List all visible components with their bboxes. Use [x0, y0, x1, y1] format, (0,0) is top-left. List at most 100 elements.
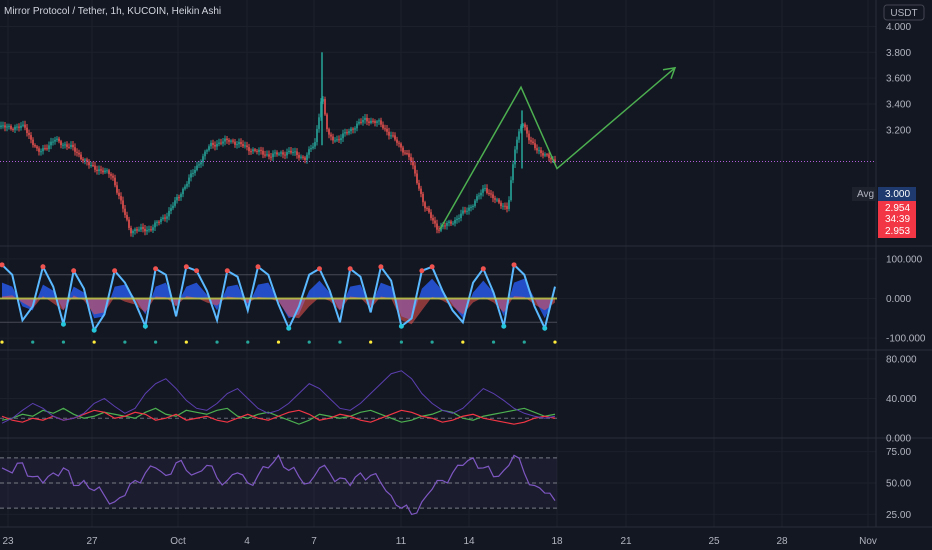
candle-body: [154, 222, 156, 228]
currency-badge[interactable]: [883, 4, 925, 21]
candle-body: [312, 146, 314, 149]
candle-body: [334, 140, 336, 142]
candle-body: [488, 192, 490, 194]
candle-body: [18, 126, 20, 128]
candle-body: [544, 154, 546, 156]
candle-body: [458, 218, 460, 220]
candle-body: [378, 120, 380, 122]
candle-body: [136, 229, 138, 231]
avg-label-box: [852, 187, 876, 201]
time-tick-label: 18: [551, 536, 563, 547]
candle-body: [14, 126, 16, 130]
candle-body: [30, 135, 32, 140]
candle-body: [392, 135, 394, 137]
candle-body: [138, 229, 140, 231]
candle-body: [152, 227, 154, 231]
candle-body: [528, 133, 530, 141]
time-axis[interactable]: 23 27 Oct 4 7 11 14 18 21 25 28 Nov: [2, 536, 876, 547]
price-tick-label: 100.000: [886, 254, 923, 265]
candle-body: [326, 114, 328, 130]
candle-body: [48, 145, 50, 150]
candle-body: [436, 223, 438, 230]
cross-dot: [142, 323, 148, 329]
candle-body: [276, 152, 278, 155]
candle-body: [524, 124, 526, 128]
candle-body: [220, 142, 222, 144]
candle-body: [114, 177, 116, 186]
candle-body: [52, 141, 54, 143]
candle-body: [278, 153, 280, 155]
rsi-line: [1, 454, 556, 516]
candle-body: [402, 147, 404, 153]
candle-body: [344, 132, 346, 134]
candle-body: [120, 196, 122, 201]
candle-body: [80, 154, 82, 160]
candle-body: [450, 221, 452, 224]
candle-body: [122, 200, 124, 209]
candle-body: [44, 148, 46, 150]
cross-dot: [112, 268, 118, 274]
candle-body: [466, 210, 468, 212]
candle-body: [290, 150, 292, 153]
candle-body: [530, 140, 532, 142]
candle-body: [398, 142, 400, 144]
candle-body: [242, 144, 244, 147]
candle-body: [118, 192, 120, 197]
cross-dot: [419, 268, 425, 274]
candle-body: [546, 154, 548, 156]
money-flow-area: [2, 295, 555, 325]
candle-body: [422, 193, 424, 203]
rsi-pane[interactable]: [0, 454, 557, 516]
divergence-dot: [92, 340, 96, 344]
projection-arrowhead: [662, 66, 677, 80]
divergence-dot: [276, 340, 281, 344]
candle-body: [264, 154, 266, 156]
divergence-dot: [215, 340, 219, 344]
candle-body: [214, 144, 216, 147]
candle-body: [302, 156, 304, 158]
candle-body: [146, 229, 148, 232]
price-pane[interactable]: [0, 52, 876, 238]
candle-body: [260, 149, 262, 151]
divergence-dot: [31, 340, 35, 344]
candle-body: [66, 144, 68, 147]
price-tick-label: 0.000: [886, 434, 911, 445]
candle-body: [88, 161, 90, 166]
candle-body: [490, 193, 492, 195]
candle-body: [496, 199, 498, 201]
divergence-dot: [461, 340, 465, 344]
candle-body: [474, 200, 476, 206]
candle-body: [306, 154, 308, 160]
candle-body: [244, 145, 246, 147]
candle-body: [248, 147, 250, 152]
price-tick-label: 4.000: [886, 22, 911, 33]
candle-body: [68, 146, 70, 148]
candle-body: [106, 170, 108, 172]
candle-body: [28, 133, 30, 136]
cross-dot: [316, 266, 322, 272]
wavetrend-pane[interactable]: [0, 262, 557, 344]
candle-body: [508, 200, 510, 209]
candle-body: [384, 128, 386, 130]
candle-body: [10, 125, 12, 129]
candle-body: [428, 208, 430, 213]
divergence-dot: [123, 340, 127, 344]
cross-dot: [347, 266, 353, 272]
candle-body: [408, 153, 410, 158]
candle-body: [456, 218, 458, 221]
candle-body: [514, 149, 516, 165]
candle-body: [332, 136, 334, 141]
candle-body: [200, 162, 202, 165]
candle-body: [346, 132, 348, 134]
candle-body: [510, 180, 512, 201]
candle-body: [188, 177, 190, 184]
candle-body: [4, 125, 6, 128]
dmi-pane[interactable]: [0, 370, 557, 425]
cross-dot: [286, 325, 292, 331]
price-axes: 4.000 3.800 3.600 3.400 3.200 100.000 0.000 -10…: [886, 22, 926, 521]
candle-body: [442, 225, 444, 227]
candle-body: [448, 221, 450, 223]
candle-body: [382, 124, 384, 129]
candle-body: [420, 188, 422, 194]
